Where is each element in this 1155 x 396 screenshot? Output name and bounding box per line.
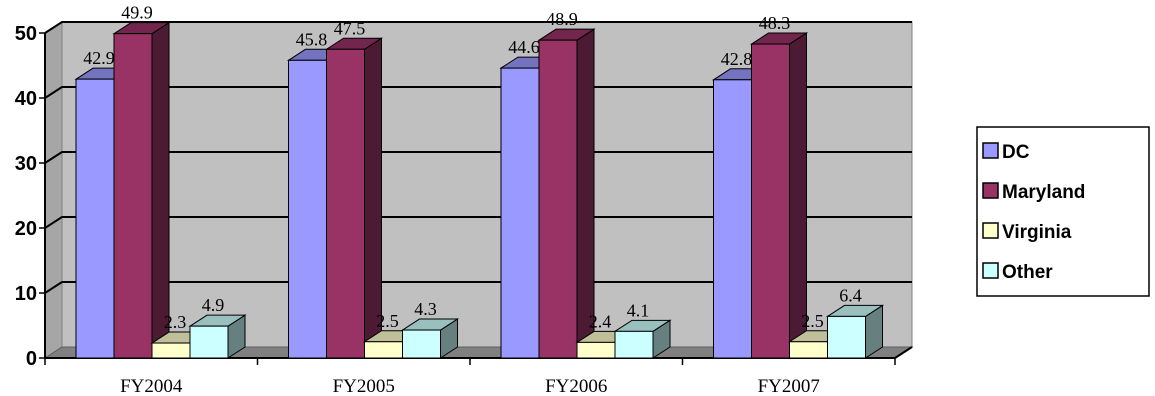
gridline <box>44 281 912 294</box>
gridline <box>44 151 912 164</box>
bar-side <box>151 21 170 359</box>
bar-front <box>538 39 578 359</box>
bar-front <box>326 48 365 359</box>
data-label: 4.9 <box>202 295 225 315</box>
legend-swatch <box>982 182 999 199</box>
y-tick-label: 10 <box>15 283 37 305</box>
data-label: 2.4 <box>589 311 612 331</box>
legend-label: Maryland <box>1002 182 1085 203</box>
x-axis-depth-line <box>894 346 913 359</box>
bar-other-fy2006 <box>613 319 672 359</box>
bar-front <box>713 79 752 359</box>
bar-front <box>827 315 866 359</box>
y-tick-label: 40 <box>15 88 37 110</box>
bar-maryland-fy2007 <box>749 32 809 359</box>
data-label: 48.3 <box>759 13 791 33</box>
gridline <box>44 216 912 229</box>
data-label: 48.9 <box>546 9 578 29</box>
bar-maryland-fy2006 <box>537 28 596 359</box>
bar-other-fy2004 <box>188 314 247 359</box>
bars <box>74 21 885 359</box>
data-label: 2.3 <box>164 312 187 332</box>
legend-item-virginia: Virginia <box>982 222 1072 243</box>
bar-front <box>288 59 327 359</box>
data-label: 6.4 <box>839 285 862 305</box>
gridline <box>44 21 912 34</box>
bar-side <box>576 28 595 359</box>
y-tick-label: 0 <box>26 348 37 370</box>
data-label: 42.8 <box>721 49 753 69</box>
x-tick-label: FY2005 <box>333 376 395 396</box>
data-labels: 42.9 49.9 2.3 4.9 45.8 47.5 2.5 4.3 44.6 48.9 2.4 4… <box>83 3 862 332</box>
gridlines <box>44 21 912 294</box>
legend-label: DC <box>1002 142 1030 163</box>
bar-front <box>500 67 540 359</box>
x-tick-label: FY2007 <box>758 376 820 396</box>
legend-label: Virginia <box>1002 222 1072 243</box>
x-tick-label: FY2004 <box>120 376 183 396</box>
bar-other-fy2007 <box>825 304 885 359</box>
data-label: 4.1 <box>627 300 650 320</box>
y-tick-label: 50 <box>15 23 37 45</box>
data-label: 2.5 <box>376 311 399 331</box>
legend-swatch <box>982 142 999 159</box>
bar-maryland-fy2005 <box>324 37 384 359</box>
legend: DC Maryland Virginia Other <box>976 126 1150 297</box>
legend-box <box>976 126 1150 297</box>
y-axis-ticks: 0 10 20 30 40 50 <box>15 23 37 370</box>
bar-other-fy2005 <box>400 318 460 359</box>
legend-item-maryland: Maryland <box>982 182 1085 203</box>
legend-item-dc: DC <box>982 142 1030 163</box>
legend-item-other: Other <box>982 262 1053 283</box>
data-label: 49.9 <box>121 3 153 23</box>
data-label: 44.6 <box>508 37 540 57</box>
data-label: 2.5 <box>801 311 824 331</box>
bar-front <box>151 342 191 359</box>
bar-front <box>75 78 115 359</box>
bar-front <box>364 341 403 359</box>
x-axis-ticks: FY2004 FY2005 FY2006 FY2007 <box>120 376 820 396</box>
bar-front <box>751 43 790 359</box>
y-tick-label: 30 <box>15 153 37 175</box>
bar-front <box>789 341 828 359</box>
data-label: 4.3 <box>414 299 437 319</box>
legend-swatch <box>982 222 999 239</box>
legend-swatch <box>982 262 999 279</box>
bar-front <box>614 330 654 359</box>
side-wall <box>44 21 63 359</box>
x-tick-label: FY2006 <box>545 376 607 396</box>
bar-side <box>789 32 807 359</box>
bar-front <box>113 33 153 359</box>
bar-maryland-fy2004 <box>112 21 171 359</box>
legend-label: Other <box>1002 262 1053 283</box>
data-label: 42.9 <box>83 48 115 68</box>
data-label: 47.5 <box>334 18 366 38</box>
bar-front <box>402 329 441 359</box>
bar-front <box>576 341 616 359</box>
gridline <box>44 86 912 99</box>
bar-front <box>189 325 229 359</box>
y-tick-label: 20 <box>15 218 37 240</box>
data-label: 45.8 <box>296 29 328 49</box>
